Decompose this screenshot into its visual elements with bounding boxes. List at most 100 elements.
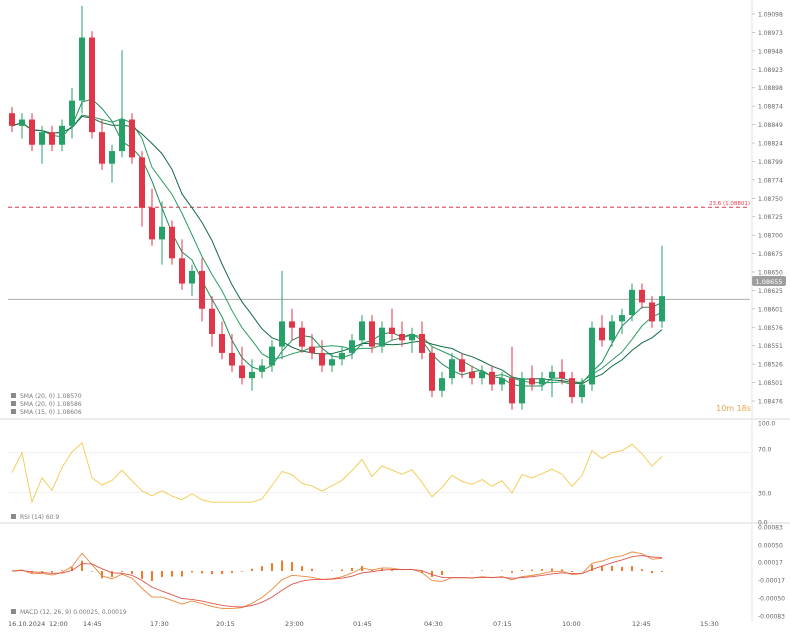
candle-body: [299, 327, 305, 347]
candle-body: [19, 119, 25, 126]
current-price-badge: [752, 276, 786, 286]
rsi-tick-label: 70.0: [758, 447, 772, 454]
sma-legend[interactable]: SMA (20, 0) 1.08570 SMA (20, 0) 1.08586 …: [11, 393, 82, 416]
candle-body: [69, 100, 75, 126]
macd-tick-label: 0.00017: [758, 560, 783, 567]
legend-item: SMA (20, 0) 1.08570: [20, 393, 82, 400]
macd-line: [11, 551, 663, 609]
candle-body: [439, 378, 445, 391]
candle-body: [239, 365, 245, 379]
macd-panel: [11, 551, 663, 609]
rsi-line: [11, 441, 663, 504]
candle-body: [159, 226, 165, 240]
time-tick-label: 23:00: [285, 620, 304, 628]
candle-body: [519, 378, 525, 404]
price-tick-label: 1.08725: [758, 214, 783, 221]
candle-body: [609, 321, 615, 341]
signal-line: [11, 555, 663, 608]
time-tick-label: 07:15: [493, 620, 512, 628]
candle-body: [59, 125, 65, 145]
candle-body: [429, 352, 435, 391]
macd-tick-label: 0.00050: [758, 543, 783, 550]
candle-body: [259, 365, 265, 372]
price-tick-label: 1.08551: [758, 343, 783, 350]
time-tick-label: 12:00: [49, 620, 68, 628]
candle-body: [289, 321, 295, 328]
candle-body: [499, 378, 505, 385]
time-axis: 16.10.2024 12:00 14:45 17:30 20:15 23:00 01:45…: [8, 620, 719, 628]
fib-level: 23.6 (1.08801): [8, 201, 750, 208]
price-tick-label: 1.08700: [758, 233, 783, 240]
price-tick-label: 1.08923: [758, 67, 783, 74]
macd-legend: MACD (12, 26, 9) 0.00025, 0.00019: [20, 609, 127, 616]
time-tick-label: 17:30: [150, 620, 169, 628]
candle-body: [599, 327, 605, 341]
candle-body: [459, 359, 465, 372]
candle-body: [119, 119, 125, 152]
legend-swatch-icon: [11, 409, 16, 414]
price-tick-label: 1.08625: [758, 288, 783, 295]
price-tick-label: 1.08476: [758, 399, 783, 406]
candle-body: [659, 296, 665, 322]
candle-body: [209, 308, 215, 334]
price-tick-label: 1.08898: [758, 85, 783, 92]
time-tick-label: 01:45: [353, 620, 372, 628]
price-tick-label: 1.08526: [758, 362, 783, 369]
candle-body: [349, 340, 355, 353]
candle-body: [329, 359, 335, 366]
candle-body: [9, 113, 15, 126]
candle-body: [409, 334, 415, 341]
sma-short-line: [11, 98, 663, 387]
legend-item: SMA (15, 0) 1.08606: [20, 409, 82, 416]
rsi-tick-label: 0.0: [758, 520, 768, 527]
candle-body: [559, 371, 565, 379]
candle-body: [399, 334, 405, 341]
price-tick-label: 1.08650: [758, 270, 783, 277]
candle-body: [139, 157, 145, 208]
candle-body: [149, 207, 155, 240]
price-tick-label: 1.08675: [758, 251, 783, 258]
candle-body: [99, 132, 105, 164]
candle-body: [549, 371, 555, 379]
candle-body: [279, 321, 285, 347]
candle-body: [589, 327, 595, 385]
candle-body: [389, 327, 395, 334]
time-tick-label: 20:15: [216, 620, 235, 628]
candle-body: [629, 289, 635, 316]
candle-body: [359, 321, 365, 341]
price-tick-label: 1.08576: [758, 325, 783, 332]
candle-body: [189, 270, 195, 284]
price-tick-label: 1.08799: [758, 159, 783, 166]
candle-body: [249, 371, 255, 379]
price-tick-label: 1.08973: [758, 30, 783, 37]
candle-body: [309, 346, 315, 353]
candle-body: [79, 37, 85, 101]
candle-body: [109, 151, 115, 164]
candle-body: [639, 289, 645, 303]
current-price-label: 1.08655: [756, 278, 783, 286]
candle-body: [579, 384, 585, 398]
rsi-legend: RSI (14) 60.9: [20, 514, 59, 521]
price-axes: 1.09098 1.08973 1.08948 1.08923 1.08898 1.088…: [752, 12, 785, 621]
legend-swatch-icon: [11, 393, 16, 398]
macd-legend-icon: [11, 609, 16, 614]
macd-tick-label: -0.00083: [758, 614, 785, 621]
time-tick-label: 10:00: [562, 620, 581, 628]
candle-body: [129, 119, 135, 158]
price-tick-label: 1.08501: [758, 380, 783, 387]
candle-body: [49, 132, 55, 145]
price-tick-label: 1.08601: [758, 306, 783, 313]
price-tick-label: 1.08948: [758, 48, 783, 55]
macd-tick-label: 0.00083: [758, 525, 783, 532]
candle-body: [39, 132, 45, 145]
candle-body: [509, 378, 515, 404]
grid: [0, 0, 790, 622]
time-tick-label: 14:45: [83, 620, 102, 628]
candle-body: [649, 302, 655, 322]
candle-body: [529, 378, 535, 385]
candle-body: [89, 37, 95, 133]
candle-body: [339, 352, 345, 360]
candle-body: [369, 321, 375, 347]
